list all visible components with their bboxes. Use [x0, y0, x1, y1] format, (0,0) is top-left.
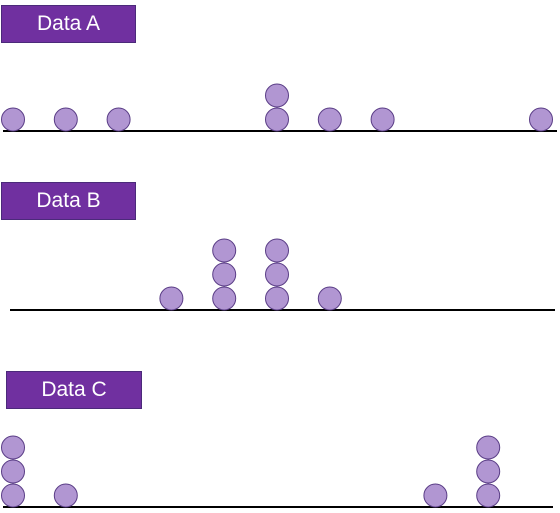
data-point: [266, 84, 289, 107]
data-point: [213, 263, 236, 286]
dot-plot-a: [2, 84, 558, 131]
data-point: [318, 108, 341, 131]
data-point: [213, 239, 236, 262]
data-point: [2, 108, 25, 131]
data-point: [266, 108, 289, 131]
data-point: [477, 460, 500, 483]
data-point: [213, 287, 236, 310]
data-point: [54, 108, 77, 131]
data-point: [477, 436, 500, 459]
dot-plot-b: [10, 239, 555, 310]
data-point: [477, 484, 500, 507]
data-point: [424, 484, 447, 507]
data-point: [266, 263, 289, 286]
data-point: [371, 108, 394, 131]
data-point: [160, 287, 183, 310]
data-point: [266, 287, 289, 310]
data-point: [2, 460, 25, 483]
data-point: [107, 108, 130, 131]
dot-plot-c: [2, 436, 554, 507]
data-point: [2, 436, 25, 459]
data-point: [266, 239, 289, 262]
data-point: [318, 287, 341, 310]
data-point: [530, 108, 553, 131]
data-point: [2, 484, 25, 507]
data-point: [54, 484, 77, 507]
